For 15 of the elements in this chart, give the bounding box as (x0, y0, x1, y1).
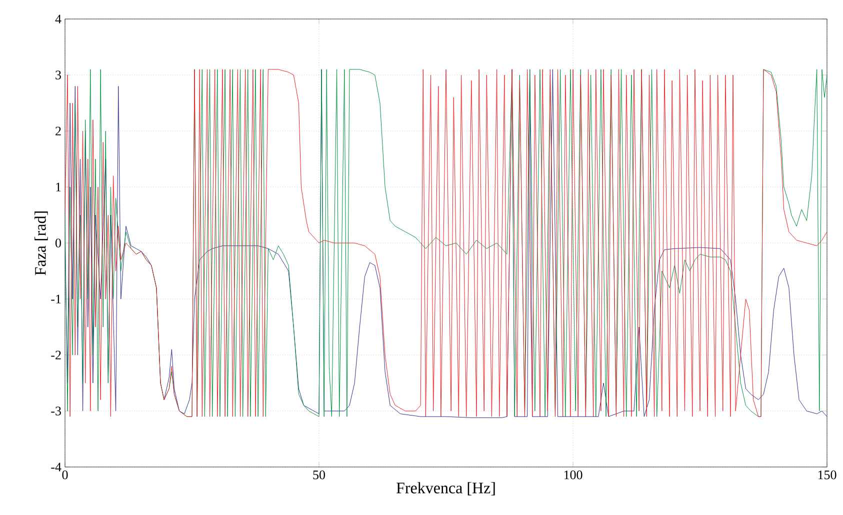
y-tick-label: 1 (56, 182, 61, 192)
x-tick-label: 150 (818, 470, 836, 480)
y-tick-label: -3 (51, 406, 61, 416)
x-tick-label: 0 (62, 470, 68, 480)
y-tick-label: -2 (51, 350, 61, 360)
x-tick-label: 100 (564, 470, 582, 480)
x-tick-label: 50 (313, 470, 326, 480)
x-axis-title: Frekvenca [Hz] (396, 482, 495, 496)
y-tick-label: 0 (55, 238, 61, 248)
y-tick-label: 3 (56, 70, 61, 80)
y-tick-label: -1 (51, 294, 61, 304)
y-tick-label: 2 (56, 126, 61, 136)
y-tick-label: -4 (51, 462, 62, 472)
y-tick-label: 4 (55, 14, 62, 24)
y-axis-title: Faza [rad] (34, 212, 48, 276)
